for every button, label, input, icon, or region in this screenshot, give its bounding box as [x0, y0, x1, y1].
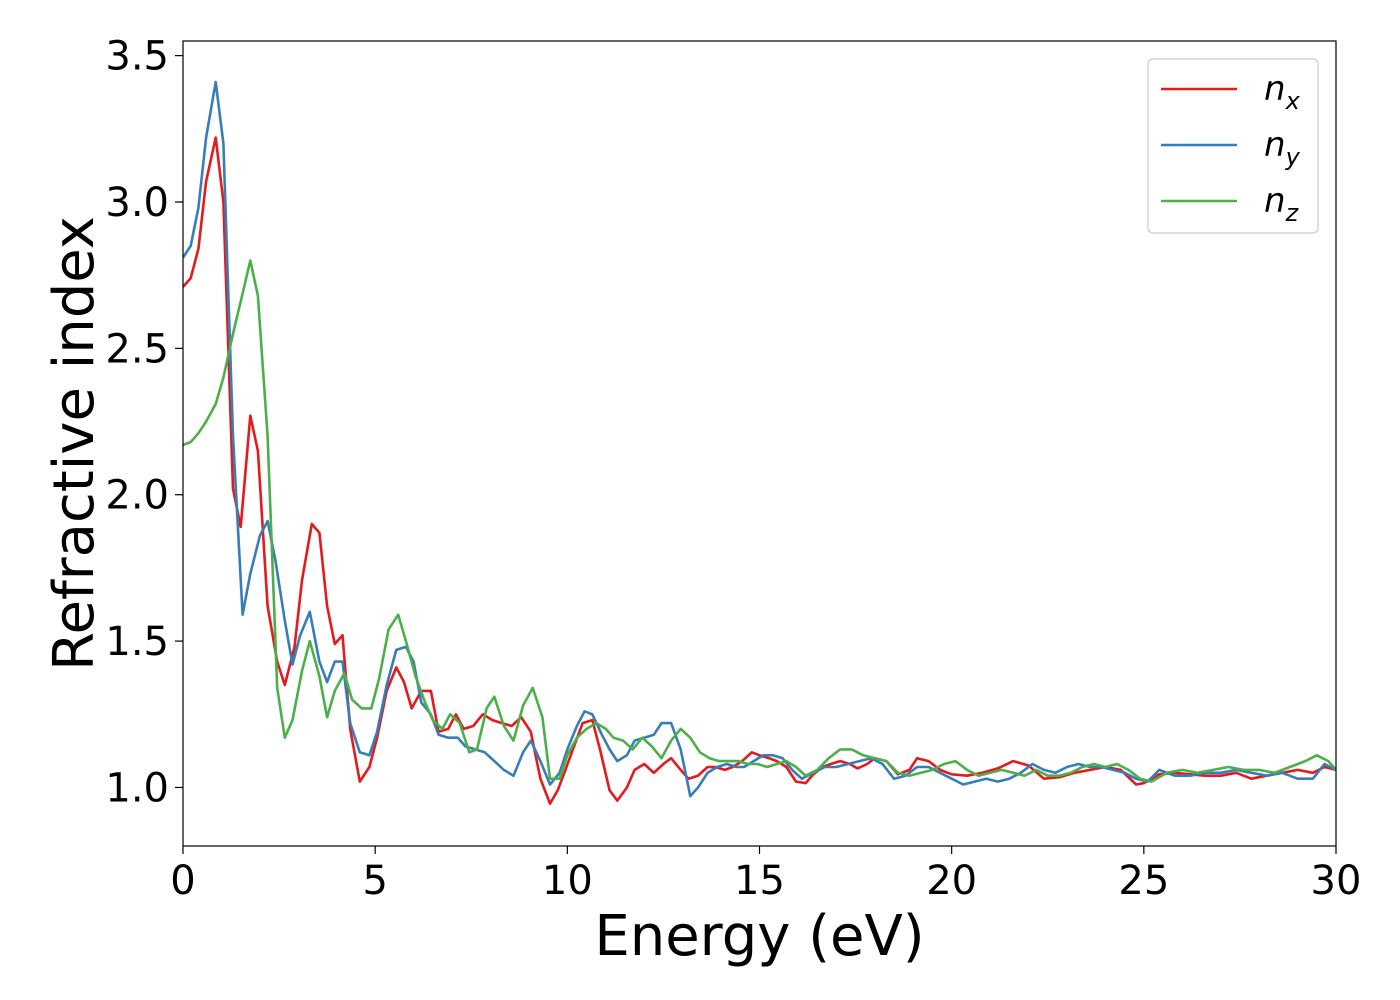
- x-tick-label: 5: [362, 858, 387, 904]
- y-axis-title: Refractive index: [42, 216, 107, 671]
- x-axis-title: Energy (eV): [594, 904, 924, 969]
- x-tick-label: 15: [734, 858, 785, 904]
- y-tick-label: 1.0: [105, 765, 169, 811]
- x-tick-label: 10: [542, 858, 593, 904]
- y-tick-label: 1.5: [105, 619, 169, 665]
- y-tick-label: 2.0: [105, 473, 169, 519]
- series-layer: [183, 80, 1336, 805]
- y-tick-label: 2.5: [105, 326, 169, 372]
- series-line-nz: [183, 259, 1336, 783]
- x-tick-label: 0: [170, 858, 195, 904]
- y-tick-label: 3.5: [105, 34, 169, 80]
- y-tick-label: 3.0: [105, 180, 169, 226]
- x-tick-label: 30: [1311, 858, 1362, 904]
- x-tick-label: 25: [1118, 858, 1169, 904]
- x-tick-label: 20: [926, 858, 977, 904]
- ticks-layer: 0 5 10 15 20 25 30 1.0 1.5 2.0 2.5 3.0 3.5: [105, 34, 1361, 904]
